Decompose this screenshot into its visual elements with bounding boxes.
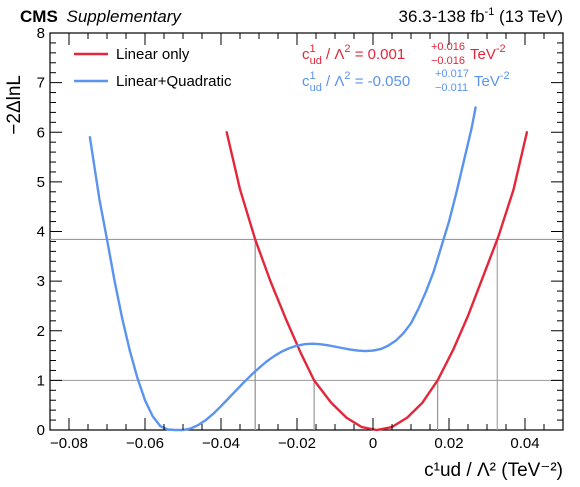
luminosity-label: 36.3-138 fb-1 (13 TeV) [399, 6, 563, 26]
y-tick-label: 6 [37, 124, 45, 141]
fit-result-quadratic-text: c1 ud / Λ2 = -0.050 [302, 70, 410, 94]
fit-result-quadratic: c1 ud / Λ2 = -0.050 +0.017 −0.011 TeV-2 [302, 68, 510, 94]
y-tick-label: 4 [37, 224, 45, 241]
cms-label: CMS [20, 7, 58, 26]
supplementary-label: Supplementary [67, 7, 183, 26]
fit-result-quadratic-unit: TeV-2 [474, 70, 510, 90]
x-tick-label: 0.04 [510, 435, 539, 452]
series-line-1 [88, 106, 477, 432]
axis-ticks [49, 32, 564, 431]
axis-tick-labels: −0.08 −0.06 −0.04 −0.02 0 0.02 0.04 0 1 2 3 4 5 6 7 8 [37, 25, 540, 452]
x-tick-label: 0 [369, 435, 377, 452]
fit-result-quadratic-err-up: +0.017 [435, 68, 469, 80]
fit-result-quadratic-err-down: −0.011 [435, 82, 468, 94]
fit-result-linear: c1 ud / Λ2 = 0.001 +0.016 −0.016 TeV-2 [302, 41, 506, 67]
y-tick-label: 0 [37, 422, 45, 439]
y-tick-label: 3 [37, 273, 45, 290]
series-line-0 [225, 131, 529, 432]
curves [88, 106, 529, 432]
fit-result-linear-err-down: −0.016 [431, 55, 465, 67]
experiment-label: CMS Supplementary [20, 7, 182, 26]
legend: Linear only Linear+Quadratic [74, 46, 232, 90]
threshold-lines [50, 238, 563, 430]
fit-result-linear-unit: TeV-2 [470, 43, 506, 63]
x-tick-label: −0.02 [278, 435, 316, 452]
fit-result-linear-text: c1 ud / Λ2 = 0.001 [302, 43, 405, 67]
fit-result-linear-err-up: +0.016 [431, 41, 465, 53]
x-tick-label: 0.02 [434, 435, 463, 452]
y-tick-label: 8 [37, 25, 45, 42]
lumi-energy: (13 TeV) [494, 7, 563, 26]
y-tick-label: 7 [37, 75, 45, 92]
x-tick-label: −0.06 [126, 435, 164, 452]
legend-label-quadratic: Linear+Quadratic [116, 73, 232, 90]
y-tick-label: 2 [37, 323, 45, 340]
plot-frame [49, 32, 564, 431]
y-axis-title: −2ΔlnL [4, 75, 25, 135]
x-tick-label: −0.08 [50, 435, 88, 452]
y-tick-label: 5 [37, 174, 45, 191]
lumi-value: 36.3-138 fb [399, 7, 485, 26]
y-tick-label: 1 [37, 372, 45, 389]
lumi-exponent: -1 [485, 6, 495, 18]
x-axis-title: c¹ud / Λ² (TeV⁻²) [424, 460, 563, 481]
legend-label-linear: Linear only [116, 46, 190, 63]
x-tick-label: −0.04 [202, 435, 240, 452]
